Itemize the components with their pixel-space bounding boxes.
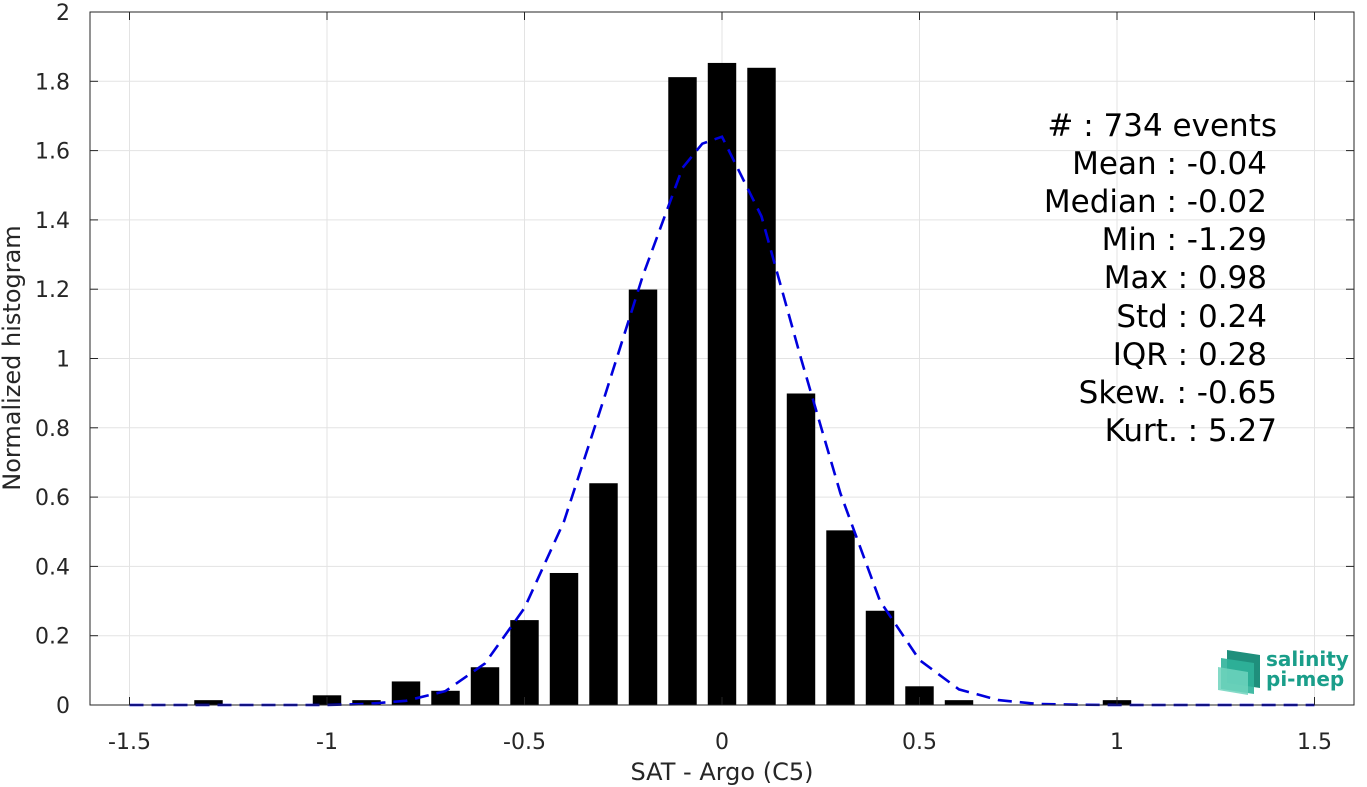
salinity-pimep-logo: salinity pi-mep [1218, 647, 1349, 695]
x-tick-label: 1.5 [1297, 730, 1332, 755]
stat-skew: Skew. : -0.65 [1079, 375, 1277, 411]
histogram-bar [944, 700, 974, 705]
stat-mean: Mean : -0.04 [1072, 146, 1267, 182]
x-tick-label: 0.5 [902, 730, 937, 755]
x-tick-label: 1 [1110, 730, 1124, 755]
histogram-bar [865, 610, 895, 705]
x-tick-label: 0 [715, 730, 729, 755]
histogram-bar [628, 289, 658, 705]
histogram-bar [826, 530, 855, 705]
y-tick-label: 0.4 [35, 555, 70, 580]
histogram-bar [589, 483, 618, 705]
histogram-bar [549, 572, 579, 705]
y-axis-label: Normalized histogram [0, 225, 26, 490]
histogram-bar [668, 77, 697, 706]
x-tick-label: -0.5 [503, 730, 546, 755]
stat-max: Max : 0.98 [1104, 260, 1267, 296]
y-tick-label: 0.2 [35, 625, 70, 650]
y-tick-label: 1.2 [35, 278, 70, 303]
logo-line-2: pi-mep [1266, 667, 1344, 691]
x-axis-ticks: -1.5 -1 -0.5 0 0.5 1 1.5 [108, 12, 1332, 755]
x-tick-label: -1 [316, 730, 338, 755]
histogram-bar [905, 686, 934, 705]
histogram-bar [747, 67, 776, 705]
stat-std: Std : 0.24 [1116, 299, 1267, 335]
histogram-bar [470, 667, 500, 705]
stat-iqr: IQR : 0.28 [1113, 337, 1267, 373]
stat-kurt: Kurt. : 5.27 [1105, 413, 1277, 449]
stat-min: Min : -1.29 [1102, 222, 1267, 258]
histogram-bar [786, 393, 816, 705]
statistics-box: # : 734 events Mean : -0.04 Median : -0.… [1044, 108, 1277, 449]
y-tick-label: 1.6 [35, 140, 70, 165]
logo-line-1: salinity [1266, 647, 1349, 671]
stat-median: Median : -0.02 [1044, 184, 1267, 220]
histogram-bar [431, 690, 460, 705]
y-axis-ticks: 0 0.2 0.4 0.6 0.8 1 1.2 1.4 1.6 1.8 2 [35, 1, 1354, 719]
y-tick-label: 0.6 [35, 486, 70, 511]
y-tick-label: 0 [56, 694, 70, 719]
histogram-bar [352, 700, 381, 705]
histogram-bar [510, 620, 539, 705]
bar-series [194, 62, 1132, 706]
x-tick-label: -1.5 [108, 730, 151, 755]
y-tick-label: 1 [56, 348, 70, 373]
stat-count: # : 734 events [1047, 108, 1277, 144]
y-tick-label: 0.8 [35, 417, 70, 442]
histogram-bar [707, 62, 737, 706]
y-tick-label: 2 [56, 1, 70, 26]
y-tick-label: 1.4 [35, 209, 70, 234]
wave-logo-icon [1218, 650, 1260, 695]
histogram-bar [194, 700, 223, 705]
histogram-bar [391, 681, 421, 705]
y-tick-label: 1.8 [35, 70, 70, 95]
x-axis-label: SAT - Argo (C5) [631, 758, 814, 786]
